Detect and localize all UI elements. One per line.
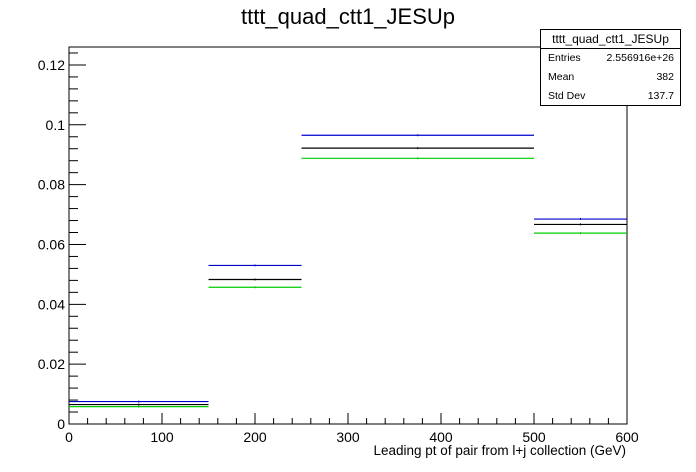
y-tick-label: 0.08 [38, 177, 65, 193]
stats-row-mean: Mean 382 [541, 68, 680, 87]
x-axis-label: Leading pt of pair from l+j collection (… [373, 443, 627, 458]
x-tick-label: 300 [336, 429, 360, 445]
stats-stddev-label: Std Dev [548, 90, 586, 102]
x-tick-label: 0 [65, 429, 73, 445]
stats-box: tttt_quad_ctt1_JESUp Entries 2.556916e+2… [540, 29, 681, 106]
x-tick-label: 400 [429, 429, 453, 445]
stats-row-stddev: Std Dev 137.7 [541, 87, 680, 106]
y-tick-label: 0.06 [38, 236, 65, 252]
x-tick-label: 500 [522, 429, 546, 445]
stats-stddev-value: 137.7 [647, 90, 674, 102]
stats-mean-value: 382 [656, 71, 674, 83]
y-tick-label: 0.12 [38, 57, 65, 73]
stats-mean-label: Mean [548, 71, 575, 83]
chart-title: tttt_quad_ctt1_JESUp [240, 4, 456, 29]
y-tick-label: 0.04 [38, 296, 65, 312]
y-tick-label: 0.1 [46, 117, 66, 133]
x-tick-label: 600 [615, 429, 639, 445]
stats-entries-value: 2.556916e+26 [606, 52, 674, 64]
stats-row-entries: Entries 2.556916e+26 [541, 49, 680, 68]
y-tick-label: 0 [57, 416, 65, 432]
y-tick-label: 0.02 [38, 356, 65, 372]
stats-title: tttt_quad_ctt1_JESUp [541, 30, 680, 49]
x-tick-label: 200 [243, 429, 267, 445]
stats-entries-label: Entries [548, 52, 581, 64]
x-tick-label: 100 [150, 429, 174, 445]
